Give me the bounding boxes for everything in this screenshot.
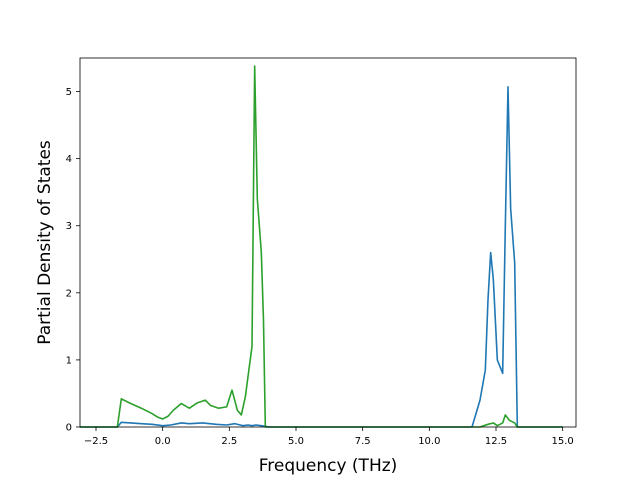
y-tick-label: 1 [66, 355, 72, 366]
plot-frame [79, 57, 577, 428]
x-axis-title: Frequency (THz) [259, 456, 398, 476]
y-axis-title: Partial Density of States [35, 140, 55, 345]
x-tick-label: 7.5 [355, 436, 371, 447]
y-axis: 0 1 2 3 4 5 [66, 87, 80, 434]
series-line-2 [80, 65, 563, 428]
x-tick-label: 12.5 [485, 436, 507, 447]
y-tick-label: 3 [66, 221, 72, 232]
x-tick-label: 2.5 [221, 436, 237, 447]
y-tick-label: 0 [66, 423, 72, 434]
y-tick-label: 4 [66, 154, 72, 165]
x-axis: −2.5 0.0 2.5 5.0 7.5 10.0 12.5 15.0 [84, 427, 574, 447]
x-tick-label: −2.5 [84, 436, 108, 447]
x-tick-label: 5.0 [288, 436, 304, 447]
y-tick-label: 5 [66, 87, 72, 98]
x-tick-label: 15.0 [552, 436, 574, 447]
y-tick-label: 2 [66, 288, 72, 299]
x-tick-label: 10.0 [418, 436, 440, 447]
series-layer [80, 65, 563, 428]
series-line-1 [80, 86, 563, 428]
x-tick-label: 0.0 [155, 436, 171, 447]
